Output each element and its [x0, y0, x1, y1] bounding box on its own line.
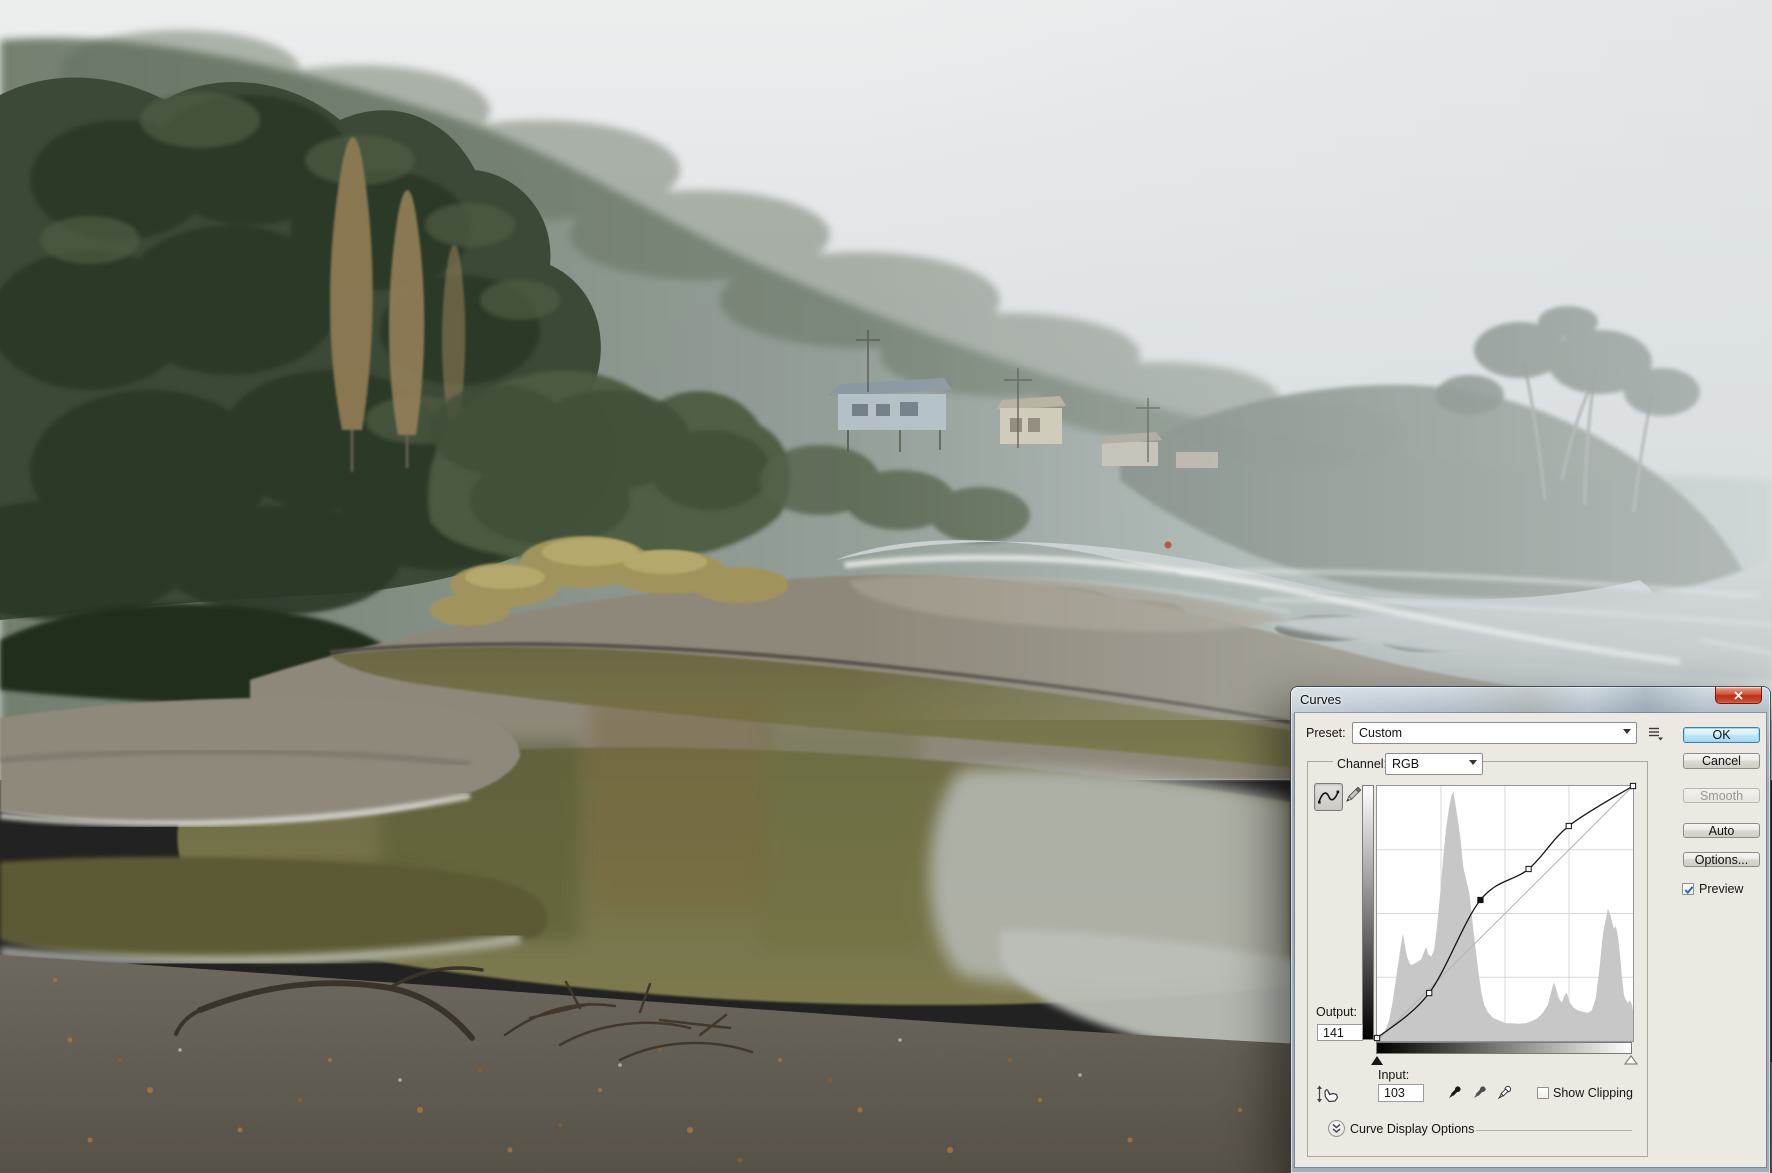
draw-curve-tool-button[interactable] [1343, 785, 1363, 805]
options-button[interactable]: Options... [1683, 852, 1760, 867]
smooth-button: Smooth [1683, 788, 1760, 803]
show-clipping-label: Show Clipping [1553, 1086, 1633, 1100]
preset-options-menu-button[interactable] [1648, 725, 1664, 741]
curve-tool-icon [1318, 790, 1340, 804]
sandbars [0, 697, 548, 966]
input-label: Input: [1378, 1068, 1410, 1082]
ok-button[interactable]: OK [1683, 727, 1760, 743]
curve-display-options-expander[interactable] [1328, 1120, 1345, 1137]
curve-point[interactable] [1374, 1035, 1379, 1040]
preview-label: Preview [1699, 882, 1744, 896]
dialog-title: Curves [1300, 692, 1342, 707]
curve-plot[interactable] [1377, 786, 1633, 1041]
fog-overlay [850, 0, 1772, 720]
preset-list-icon [1649, 727, 1663, 741]
input-value-field[interactable] [1378, 1084, 1424, 1102]
output-label: Output: [1316, 1005, 1357, 1019]
white-eyedropper-icon [1497, 1085, 1512, 1100]
close-icon [1734, 690, 1743, 700]
channel-select[interactable]: RGB [1385, 753, 1483, 775]
targeted-adjustment-icon [1317, 1085, 1339, 1103]
driftwood [174, 966, 754, 1062]
dialog-body: Preset: Custom OK Cancel Smooth Auto Opt [1295, 713, 1766, 1167]
chevron-down-icon [1623, 729, 1631, 734]
pencil-icon [1346, 786, 1362, 802]
channel-label: Channel: [1333, 757, 1392, 771]
auto-button[interactable]: Auto [1683, 823, 1760, 838]
output-value-field[interactable] [1317, 1024, 1363, 1041]
gray-eyedropper-icon [1474, 1086, 1486, 1098]
black-eyedropper-icon [1449, 1086, 1461, 1098]
cancel-button[interactable]: Cancel [1683, 753, 1760, 769]
shadow-input-slider[interactable] [1371, 1056, 1383, 1065]
checkmark-icon [1684, 886, 1694, 895]
curve-point[interactable] [1630, 783, 1635, 788]
targeted-adjustment-tool-button[interactable] [1316, 1084, 1340, 1104]
input-gradient-ramp [1376, 1042, 1632, 1054]
output-gradient-ramp [1362, 785, 1374, 1040]
sand-debris [53, 978, 1242, 1153]
channel-value: RGB [1392, 757, 1420, 771]
preset-select[interactable]: Custom [1352, 722, 1637, 744]
autumn-poplars [330, 137, 466, 472]
divider [1476, 1130, 1632, 1131]
edit-points-tool-button[interactable] [1314, 783, 1343, 811]
preset-label: Preset: [1306, 726, 1346, 740]
preset-value: Custom [1359, 726, 1403, 740]
close-button[interactable] [1715, 687, 1762, 704]
curve-point-selected[interactable] [1478, 897, 1483, 902]
preview-checkbox[interactable] [1682, 883, 1694, 895]
chevron-down-icon [1469, 760, 1477, 765]
curve-display-options-label: Curve Display Options [1350, 1122, 1475, 1136]
curve-point[interactable] [1566, 823, 1571, 828]
highlight-slider-icon [1624, 1055, 1638, 1065]
curve-point[interactable] [1427, 990, 1432, 995]
black-point-eyedropper-button[interactable] [1446, 1084, 1463, 1103]
curve-plot-area[interactable] [1376, 785, 1634, 1042]
curves-dialog-window: Curves Preset: Custom [1291, 687, 1770, 1173]
dialog-title-bar[interactable]: Curves [1291, 687, 1770, 713]
double-chevron-down-icon [1332, 1123, 1341, 1133]
gray-point-eyedropper-button[interactable] [1471, 1084, 1488, 1103]
white-point-eyedropper-button[interactable] [1496, 1084, 1513, 1103]
highlight-input-slider[interactable] [1624, 1055, 1638, 1065]
show-clipping-checkbox[interactable] [1537, 1087, 1549, 1099]
curve-point[interactable] [1526, 866, 1531, 871]
